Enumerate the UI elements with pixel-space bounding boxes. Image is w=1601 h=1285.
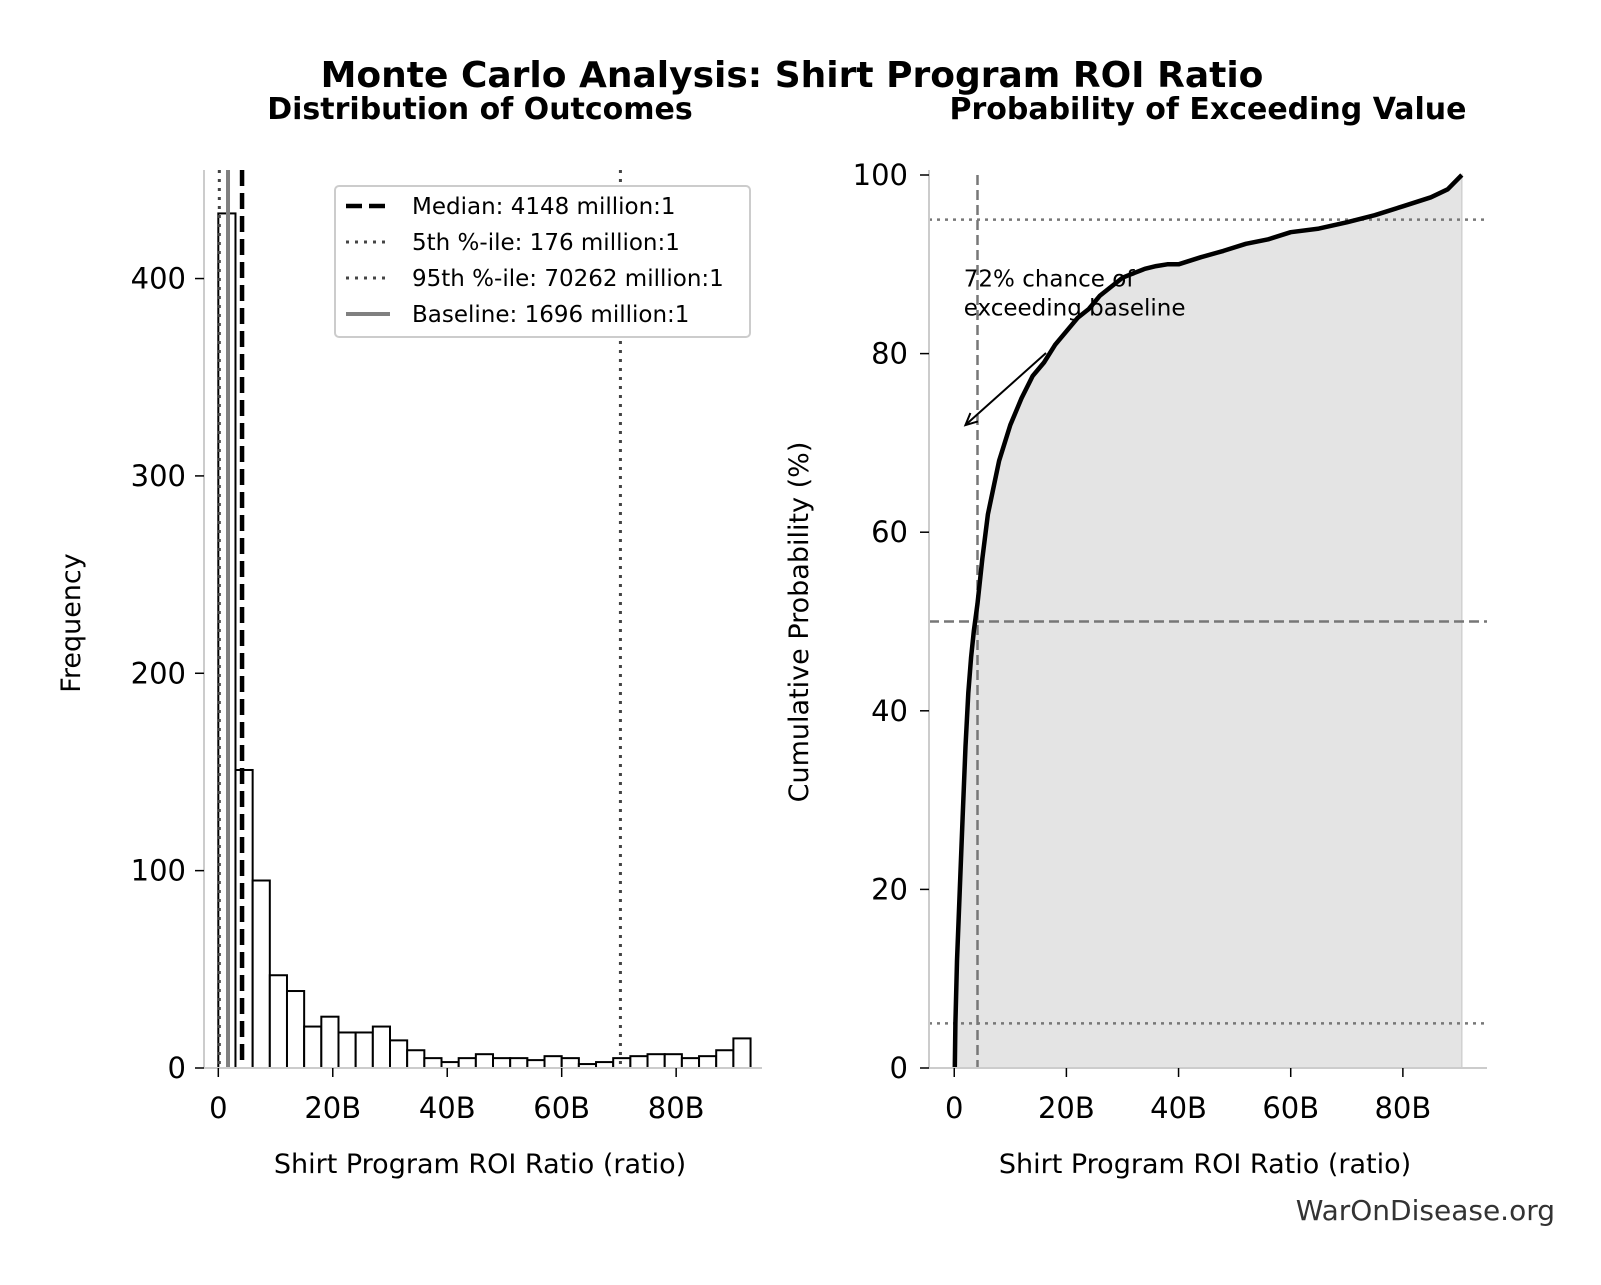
cdf-annotation-arrow: [964, 352, 1047, 426]
histogram-ytick-label: 300: [131, 459, 186, 493]
histogram-bar: [268, 974, 288, 1069]
cdf-xtick-label: 0: [945, 1091, 963, 1125]
figure-title: Monte Carlo Analysis: Shirt Program ROI …: [321, 55, 1264, 96]
cdf-line: [952, 173, 1464, 1069]
cdf-xlabel: Shirt Program ROI Ratio (ratio): [999, 1149, 1411, 1180]
legend-frame: [334, 185, 751, 338]
histogram-xlabel: Shirt Program ROI Ratio (ratio): [274, 1149, 686, 1180]
histogram-ylabel: Frequency: [56, 553, 87, 693]
histogram-xtick-label: 20B: [304, 1091, 361, 1125]
cdf-xtick-label: 80B: [1374, 1091, 1431, 1125]
histogram-bar: [663, 1053, 683, 1069]
histogram-bar: [251, 879, 271, 1069]
legend-label-median: Median: 4148 million:1: [412, 194, 676, 220]
histogram-xtick-label: 60B: [533, 1091, 590, 1125]
histogram-bar: [646, 1053, 666, 1069]
cdf-annotation-text: exceeding baseline: [964, 296, 1186, 322]
legend-label-p95: 95th %-ile: 70262 million:1: [412, 266, 724, 292]
histogram-bar: [389, 1039, 409, 1070]
histogram-bar: [320, 1015, 340, 1070]
legend-label-p5: 5th %-ile: 176 million:1: [412, 230, 680, 256]
histogram-bar: [698, 1055, 718, 1069]
histogram-plot-area: 0 100 200 300 400 0 20B 40B 60B 80B: [131, 170, 762, 1125]
histogram-bar: [337, 1031, 357, 1070]
histogram-bar: [285, 990, 306, 1069]
cdf-annotation-text: 72% chance of: [964, 267, 1136, 293]
cdf-annotation-arrowhead: [963, 412, 979, 427]
histogram-ytick-label: 0: [168, 1051, 186, 1085]
histogram-bar: [492, 1057, 512, 1069]
histogram-bar: [732, 1037, 752, 1070]
cdf-panel: Probability of Exceeding Value 0 20 40 60 80…: [784, 92, 1487, 1180]
histogram-bar: [560, 1057, 580, 1069]
cdf-ylabel: Cumulative Probability (%): [784, 442, 815, 803]
histogram-xtick-label: 80B: [648, 1091, 705, 1125]
histogram-bar: [680, 1057, 701, 1069]
histogram-bar: [474, 1053, 495, 1069]
histogram-bar: [303, 1025, 323, 1069]
cdf-ytick-label: 0: [890, 1051, 908, 1085]
histogram-bar: [406, 1049, 426, 1069]
histogram-bar: [629, 1055, 649, 1069]
cdf-title: Probability of Exceeding Value: [949, 92, 1466, 127]
histogram-xtick-label: 40B: [419, 1091, 476, 1125]
histogram-ytick-label: 400: [131, 262, 186, 296]
histogram-bar: [457, 1057, 477, 1069]
histogram-panel: Distribution of Outcomes 0 100 200 300 400 0 2…: [56, 92, 762, 1180]
legend-label-baseline: Baseline: 1696 million:1: [412, 302, 689, 328]
histogram-bar: [543, 1055, 563, 1069]
cdf-ytick-label: 80: [871, 337, 908, 371]
cdf-xtick-label: 40B: [1150, 1091, 1207, 1125]
cdf-plot-area: 0 20 40 60 80 100 0 20B 40B 60B 80B 72% chance of ex…: [853, 158, 1487, 1125]
histogram-legend: Median: 4148 million:1 5th %-ile: 176 mil…: [334, 185, 751, 338]
histogram-ytick-label: 100: [131, 854, 186, 888]
cdf-xtick-label: 20B: [1038, 1091, 1095, 1125]
histogram-bar: [509, 1057, 529, 1069]
histogram-bar: [354, 1031, 374, 1070]
cdf-ytick-label: 60: [871, 515, 908, 549]
histogram-xtick-label: 0: [209, 1091, 227, 1125]
cdf-xtick-label: 60B: [1262, 1091, 1319, 1125]
cdf-ytick-label: 40: [871, 694, 908, 728]
histogram-bar: [526, 1059, 546, 1069]
histogram-ytick-label: 200: [131, 656, 186, 690]
watermark: WarOnDisease.org: [1296, 1194, 1555, 1227]
histogram-bar: [423, 1057, 443, 1069]
histogram-title: Distribution of Outcomes: [267, 92, 693, 127]
cdf-ytick-label: 20: [871, 872, 908, 906]
histogram-bar: [715, 1049, 735, 1069]
histogram-bar: [371, 1025, 392, 1069]
cdf-ytick-label: 100: [853, 158, 908, 192]
